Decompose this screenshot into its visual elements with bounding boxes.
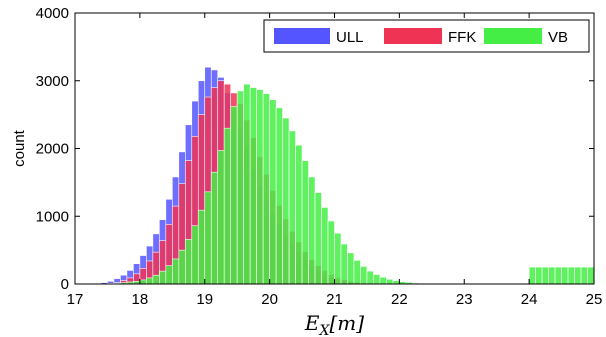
bar-vb [535, 266, 543, 285]
x-tick-label: 25 [586, 291, 603, 308]
legend-swatch-ffk [384, 28, 442, 44]
bar-vb [554, 266, 562, 285]
bar-vb [139, 279, 147, 285]
legend-label-ull: ULL [336, 29, 364, 46]
bars-layer [75, 13, 595, 285]
bar-vb [580, 266, 588, 285]
legend-label-ffk: FFK [448, 29, 476, 46]
bar-vb [288, 130, 296, 285]
y-tick-label: 2000 [36, 141, 69, 158]
axes-layer: 17 18 19 20 21 22 23 24 25 0 1000 2000 3000 4000 [36, 5, 603, 308]
bar-vb [191, 225, 199, 285]
legend-swatch-ull [274, 28, 330, 44]
bar-vb [262, 93, 270, 285]
legend-swatch-vb [484, 28, 542, 44]
bar-vb [178, 249, 186, 285]
bar-vb [314, 192, 322, 285]
bar-vb [327, 220, 335, 285]
y-tick-label: 1000 [36, 208, 69, 225]
bar-vb [204, 191, 212, 285]
x-tick-label: 17 [67, 291, 84, 308]
bar-vb [249, 87, 257, 285]
bar-vb [275, 107, 283, 285]
bar-vb [567, 266, 575, 285]
y-tick-label: 0 [61, 276, 69, 293]
x-tick-label: 23 [456, 291, 473, 308]
bar-vb [197, 209, 206, 285]
y-axis-label: count [11, 129, 28, 167]
bar-vb [541, 266, 549, 285]
bar-vb [574, 266, 582, 285]
bar-vb [282, 117, 290, 285]
bar-vb [217, 150, 225, 285]
bar-vb [392, 280, 400, 285]
bar-vb [373, 274, 381, 285]
x-axis-label: EX[m] [304, 311, 364, 337]
bar-vb [152, 274, 160, 285]
bar-vb [528, 266, 536, 285]
bar-vb [165, 265, 173, 285]
bar-vb [269, 99, 277, 285]
x-tick-label: 19 [196, 291, 213, 308]
legend: ULL FFK VB [263, 19, 590, 53]
bar-vb [334, 232, 342, 285]
x-tick-label: 22 [391, 291, 408, 308]
bar-vb [308, 176, 316, 285]
x-tick-label: 21 [326, 291, 343, 308]
x-tick-label: 18 [132, 291, 149, 308]
bar-vb [159, 270, 167, 285]
y-tick-label: 4000 [36, 5, 69, 22]
legend-label-vb: VB [548, 29, 568, 46]
bar-vb [223, 127, 232, 285]
bar-vb [353, 259, 361, 285]
bar-vb [379, 276, 387, 285]
bar-vb [295, 144, 303, 285]
bar-vb [256, 89, 264, 285]
bar-vb [347, 252, 355, 285]
bar-vb [366, 270, 374, 285]
bar-vb [587, 266, 595, 285]
bar-vb [243, 83, 251, 285]
bar-vb [301, 160, 309, 285]
bar-vb [172, 258, 180, 285]
y-tick-label: 3000 [36, 73, 69, 90]
x-tick-label: 24 [521, 291, 538, 308]
bar-vb [146, 277, 154, 285]
bar-vb [386, 278, 394, 285]
bar-vb [360, 266, 368, 285]
bar-vb [184, 238, 193, 285]
bar-vb [230, 106, 238, 285]
bar-vb [210, 171, 219, 285]
bar-vb [340, 243, 348, 285]
x-tick-label: 20 [261, 291, 278, 308]
bar-vb [321, 207, 329, 285]
bar-vb [236, 90, 244, 285]
bar-vb [548, 266, 556, 285]
bar-vb [561, 266, 569, 285]
